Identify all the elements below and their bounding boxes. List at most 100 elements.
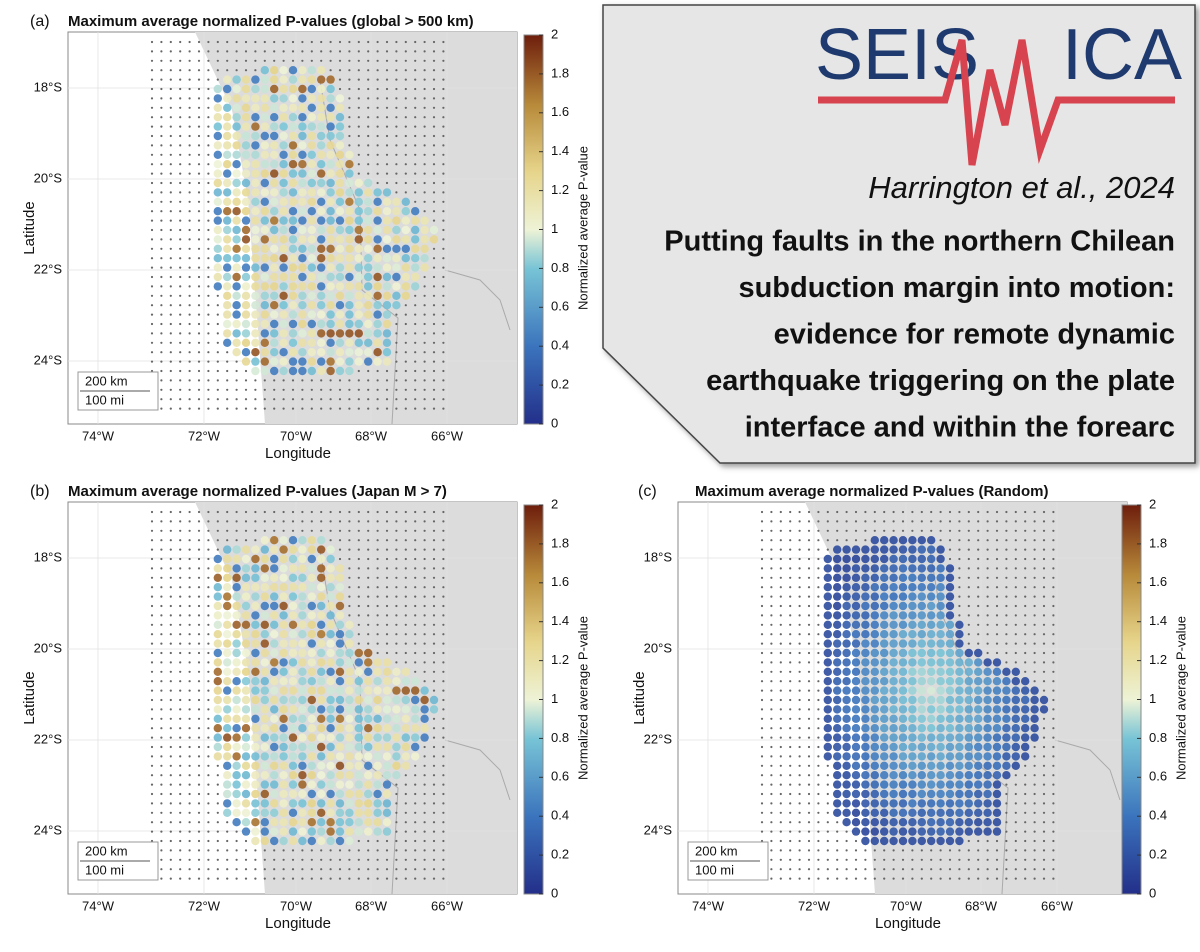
grid-dot (197, 181, 201, 185)
site-dot (955, 733, 964, 742)
grid-dot (385, 134, 389, 138)
site-dot (326, 554, 335, 564)
site-dot (880, 818, 889, 827)
site-dot (842, 648, 851, 658)
colorbar-tick-label: 0.6 (551, 769, 569, 784)
site-dot (326, 301, 335, 310)
grid-dot (1024, 802, 1027, 805)
site-dot (288, 667, 298, 676)
grid-dot (376, 59, 379, 62)
grid-dot (986, 510, 989, 514)
site-dot (260, 545, 269, 554)
y-tick-label: 20°S (644, 640, 673, 655)
site-dot (307, 75, 316, 84)
site-dot (317, 583, 326, 592)
grid-dot (197, 304, 201, 307)
grid-dot (798, 614, 801, 617)
site-dot (345, 648, 354, 658)
site-dot (241, 150, 251, 159)
site-dot (955, 761, 964, 770)
grid-dot (414, 304, 417, 307)
grid-dot (357, 369, 360, 373)
site-dot (1021, 714, 1030, 723)
grid-dot (995, 510, 999, 514)
site-dot (298, 639, 307, 648)
grid-dot (169, 247, 172, 250)
scale-label: 100 mi (85, 862, 124, 877)
site-dot (833, 583, 842, 592)
site-dot (354, 714, 363, 723)
grid-dot (188, 69, 191, 72)
grid-dot (367, 379, 370, 382)
site-dot (270, 254, 279, 263)
grid-dot (404, 351, 407, 354)
site-dot (288, 113, 298, 122)
grid-dot (179, 736, 182, 739)
site-dot (851, 799, 861, 808)
site-dot (401, 705, 410, 714)
site-dot (974, 827, 983, 836)
site-dot (983, 677, 992, 686)
site-dot (833, 667, 842, 676)
site-dot (908, 789, 917, 799)
site-dot (251, 310, 260, 319)
grid-dot (789, 529, 792, 532)
grid-dot (395, 811, 398, 814)
grid-dot (273, 529, 276, 532)
grid-dot (432, 745, 436, 749)
site-dot (992, 808, 1002, 817)
site-dot (842, 545, 851, 554)
site-dot (260, 733, 269, 742)
grid-dot (807, 717, 811, 720)
site-dot (411, 714, 420, 723)
grid-dot (977, 858, 980, 861)
grid-dot (770, 745, 773, 749)
grid-dot (432, 529, 436, 532)
grid-dot (150, 680, 154, 683)
grid-dot (760, 595, 764, 598)
grid-dot (188, 172, 191, 175)
site-dot (298, 620, 307, 629)
site-dot (908, 799, 917, 808)
site-dot (241, 639, 251, 648)
grid-dot (207, 849, 210, 852)
site-dot (232, 225, 241, 235)
grid-dot (807, 661, 811, 664)
grid-dot (770, 529, 773, 532)
x-tick-label: 66°W (1041, 898, 1074, 913)
grid-dot (817, 858, 820, 861)
grid-dot (376, 379, 379, 382)
grid-dot (395, 586, 398, 589)
grid-dot (836, 529, 839, 532)
grid-dot (376, 153, 379, 156)
y-axis-label: Latitude (21, 671, 38, 724)
grid-dot (1005, 633, 1008, 636)
grid-dot (817, 595, 820, 598)
grid-dot (779, 764, 782, 767)
site-dot (298, 113, 307, 122)
site-dot (898, 761, 908, 770)
site-dot (870, 742, 879, 752)
site-dot (223, 310, 232, 319)
site-dot (908, 714, 917, 723)
grid-dot (423, 849, 426, 852)
grid-dot (385, 576, 389, 579)
site-dot (251, 639, 260, 648)
site-dot (307, 808, 316, 817)
site-dot (270, 611, 279, 620)
site-dot (232, 611, 241, 620)
site-dot (307, 329, 316, 338)
grid-dot (442, 802, 445, 805)
site-dot (345, 348, 354, 357)
grid-dot (385, 586, 389, 589)
grid-dot (150, 727, 154, 730)
site-dot (241, 686, 251, 695)
site-dot (898, 564, 908, 573)
site-dot (298, 808, 307, 817)
grid-dot (188, 614, 191, 617)
site-dot (420, 254, 429, 263)
site-dot (401, 254, 410, 263)
grid-dot (160, 557, 163, 561)
grid-dot (150, 755, 154, 758)
grid-dot (291, 849, 295, 852)
